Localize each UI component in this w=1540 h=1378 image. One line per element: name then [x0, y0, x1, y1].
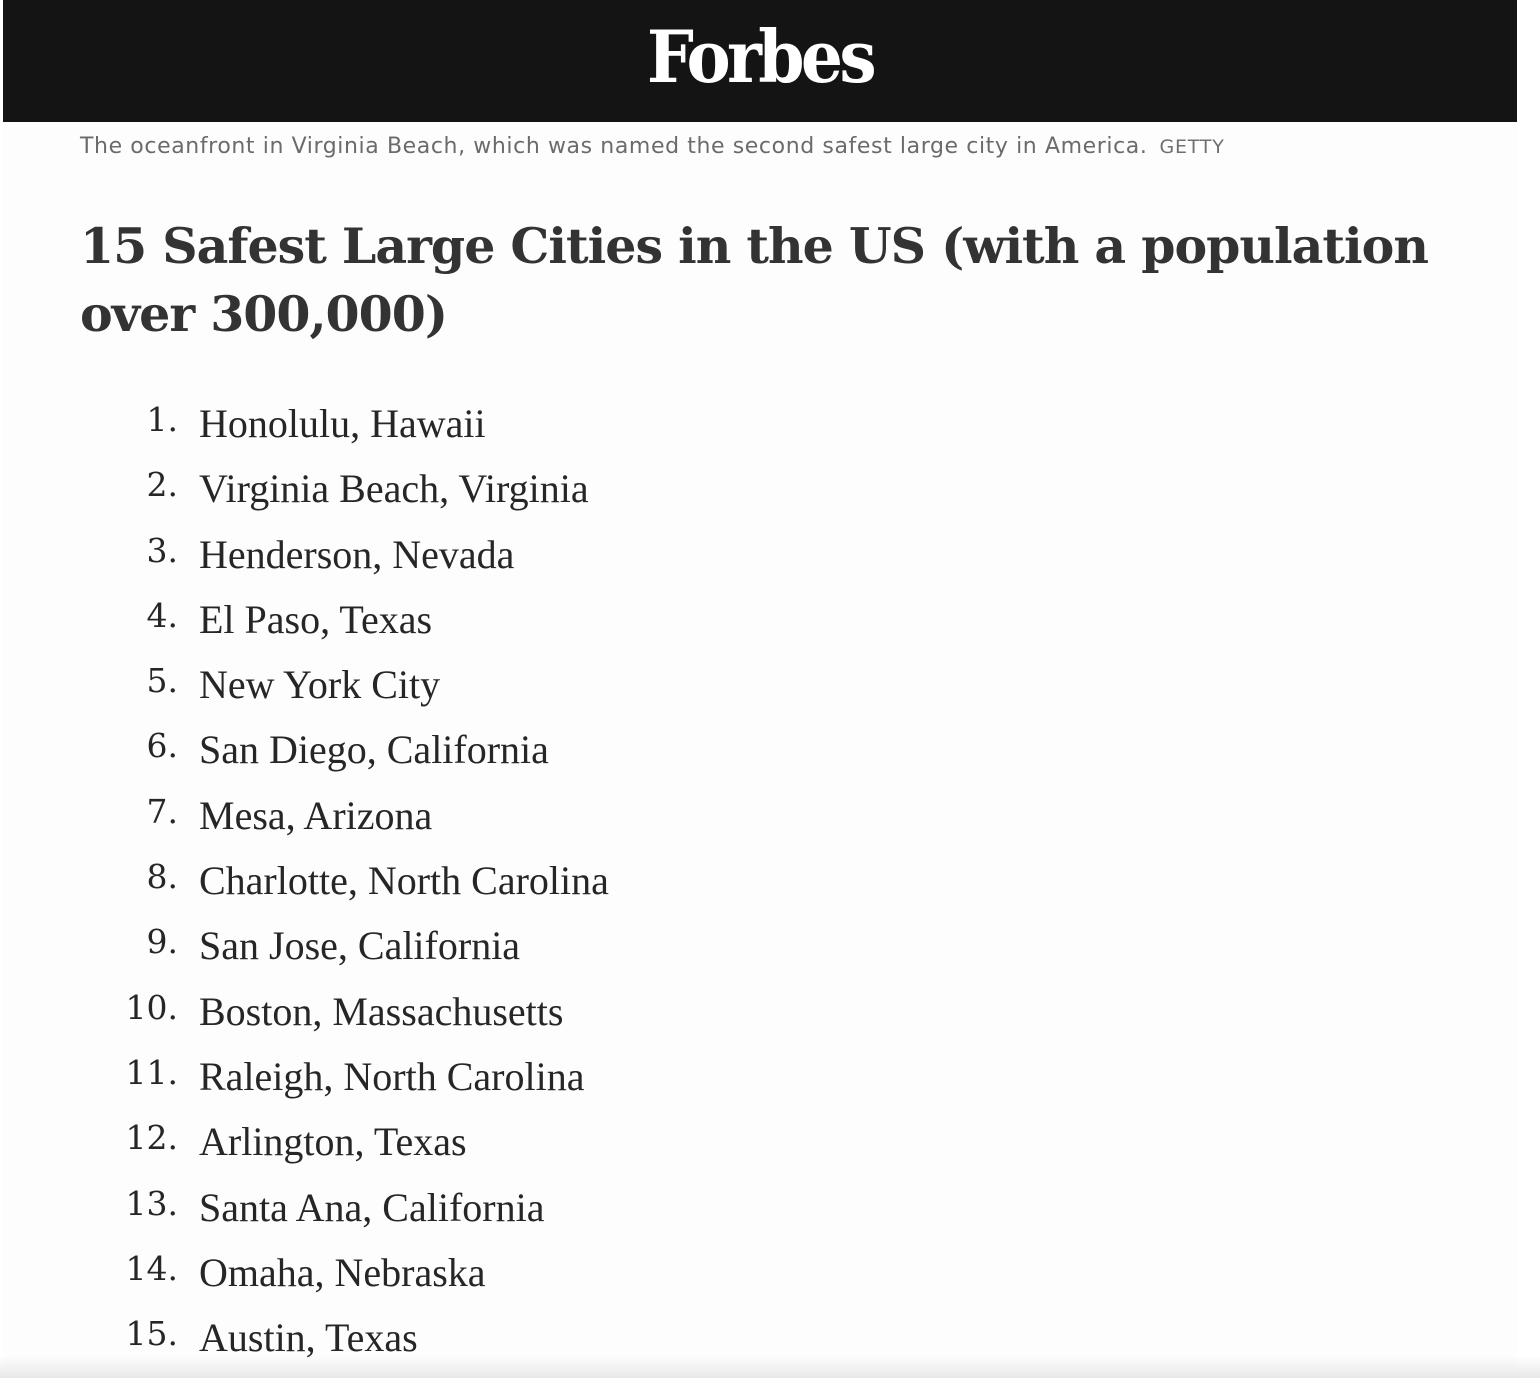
list-item-city: Honolulu, Hawaii [199, 401, 486, 446]
list-item-number: 11. [125, 1052, 178, 1092]
list-item-number: 15. [125, 1314, 178, 1354]
caption-credit: GETTY [1159, 136, 1225, 158]
list-item-city: Austin, Texas [199, 1315, 418, 1361]
list-item-number: 3. [146, 530, 179, 570]
list-item-city: Boston, Massachusetts [199, 988, 564, 1034]
list-item-city: Raleigh, North Carolina [199, 1053, 585, 1099]
list-item-number: 9. [146, 922, 179, 962]
caption-text: The oceanfront in Virginia Beach, which … [80, 134, 1148, 159]
list-item-city: New York City [199, 662, 441, 708]
list-item-number: 4. [146, 595, 179, 635]
list-item-number: 7. [146, 791, 179, 831]
list-item-city: Virginia Beach, Virginia [199, 466, 589, 512]
list-item-city: San Jose, California [199, 923, 521, 969]
list-item-number: 10. [125, 987, 178, 1027]
list-item-number: 8. [146, 857, 179, 897]
image-caption: The oceanfront in Virginia Beach, which … [80, 134, 1225, 159]
list-item-city: Mesa, Arizona [199, 792, 433, 838]
list-item-number: 1. [146, 400, 179, 439]
list-item-city: Henderson, Nevada [199, 531, 515, 577]
forbes-logo[interactable]: Forbes [646, 13, 877, 99]
list-item-city: El Paso, Texas [199, 596, 433, 642]
list-item-city: Santa Ana, California [199, 1184, 545, 1230]
list-item-number: 13. [125, 1183, 178, 1223]
list-item-number: 2. [146, 465, 179, 505]
list-item-number: 12. [125, 1118, 178, 1158]
list-heading: 15 Safest Large Cities in the US (with a… [80, 217, 1429, 343]
article-page: Forbes The oceanfront in Virginia Beach,… [3, 0, 1517, 1378]
list-item-city: San Diego, California [199, 727, 549, 773]
list-item-number: 5. [146, 661, 179, 701]
list-item-city: Arlington, Texas [199, 1119, 467, 1165]
list-item-number: 6. [146, 726, 179, 766]
list-item-city: Omaha, Nebraska [199, 1249, 486, 1295]
list-item-number: 14. [125, 1248, 178, 1288]
list-item-city: Charlotte, North Carolina [199, 858, 609, 904]
bottom-shadow [0, 1356, 1540, 1378]
masthead-bar: Forbes [3, 0, 1517, 122]
